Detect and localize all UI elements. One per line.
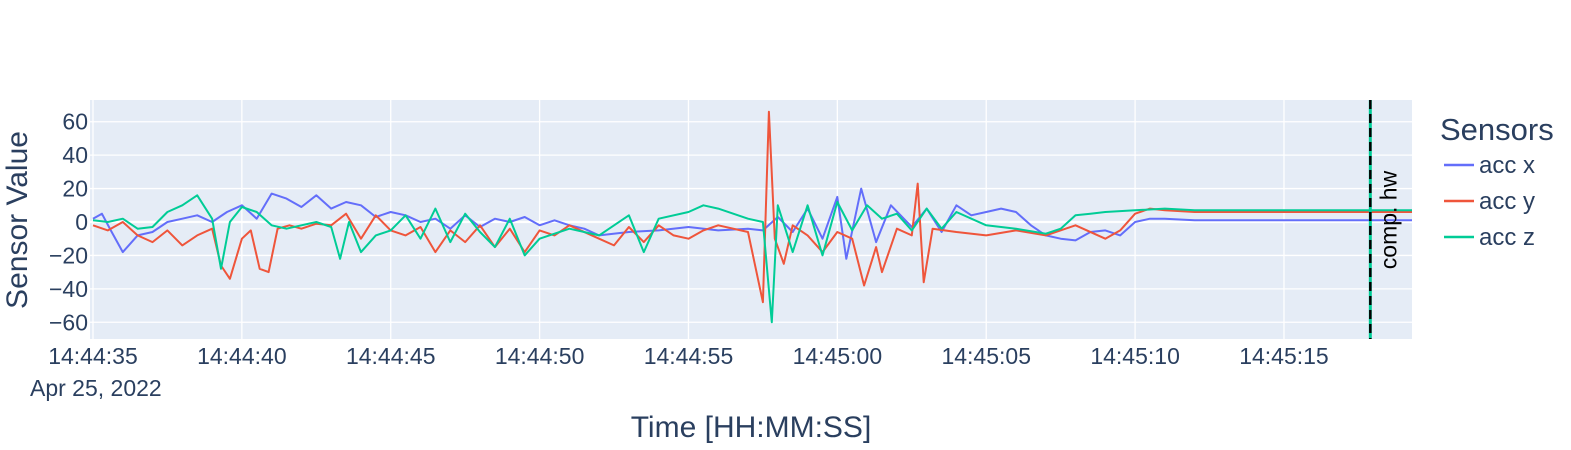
- series-line-acc-z: [92, 194, 1412, 324]
- series-lines: [92, 110, 1412, 324]
- y-tick-label: −60: [49, 309, 88, 335]
- y-tick-labels: 60 40 20 0 −20 −40 −60: [49, 109, 88, 336]
- x-tick-label: 14:45:15: [1239, 343, 1329, 369]
- annotation-group: comp. hw: [1368, 100, 1401, 339]
- x-tick-label: 14:45:05: [941, 343, 1031, 369]
- x-tick-label: 14:44:40: [197, 343, 287, 369]
- legend-title: Sensors: [1440, 112, 1554, 147]
- legend-label-acc-x: acc x: [1479, 152, 1535, 179]
- legend-label-acc-z: acc z: [1479, 224, 1535, 251]
- annotation-label: comp. hw: [1375, 170, 1401, 269]
- y-tick-label: 20: [62, 176, 88, 202]
- x-tick-label: 14:44:50: [495, 343, 585, 369]
- x-axis-title: Time [HH:MM:SS]: [631, 411, 872, 444]
- series-line-acc-y: [92, 110, 1412, 304]
- y-tick-label: 0: [75, 209, 88, 235]
- y-tick-label: 40: [62, 142, 88, 168]
- y-tick-label: −40: [49, 276, 88, 302]
- x-tick-label: 14:44:55: [644, 343, 734, 369]
- x-tick-label: 14:44:45: [346, 343, 436, 369]
- grid-lines: [90, 100, 1412, 339]
- x-tick-label: 14:45:10: [1090, 343, 1180, 369]
- legend: acc x acc y acc z: [1444, 152, 1535, 251]
- x-tick-labels: 14:44:35 14:44:40 14:44:45 14:44:50 14:44:55…: [48, 343, 1329, 369]
- y-tick-label: 60: [62, 109, 88, 135]
- legend-label-acc-y: acc y: [1479, 188, 1535, 215]
- x-tick-label: 14:45:00: [793, 343, 883, 369]
- x-tick-label: 14:44:35: [48, 343, 138, 369]
- y-axis-title: Sensor Value: [1, 131, 34, 309]
- date-label: Apr 25, 2022: [30, 375, 162, 401]
- y-tick-label: −20: [49, 242, 88, 268]
